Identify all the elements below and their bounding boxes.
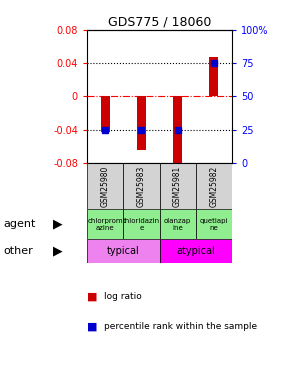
Bar [196, 163, 232, 209]
Text: thioridazin
e: thioridazin e [123, 218, 160, 231]
Text: GSM25982: GSM25982 [209, 165, 218, 207]
Bar [123, 163, 160, 209]
Text: agent: agent [3, 219, 35, 229]
Text: typical: typical [107, 246, 139, 256]
Bar [160, 163, 196, 209]
Bar [87, 239, 160, 262]
Text: ▶: ▶ [53, 244, 63, 257]
Text: percentile rank within the sample: percentile rank within the sample [104, 322, 258, 331]
Text: ■: ■ [87, 321, 97, 331]
Text: quetiapi
ne: quetiapi ne [200, 218, 228, 231]
Text: GSM25981: GSM25981 [173, 165, 182, 207]
Text: log ratio: log ratio [104, 292, 142, 301]
Text: GSM25983: GSM25983 [137, 165, 146, 207]
Text: olanzap
ine: olanzap ine [164, 218, 191, 231]
Text: ▶: ▶ [53, 218, 63, 231]
Title: GDS775 / 18060: GDS775 / 18060 [108, 16, 211, 29]
Bar [101, 96, 110, 132]
Text: other: other [3, 246, 33, 256]
Text: ■: ■ [87, 291, 97, 301]
Bar [160, 239, 232, 262]
Bar [160, 209, 196, 239]
Text: chlorprom
azine: chlorprom azine [87, 218, 123, 231]
Bar [87, 163, 123, 209]
Text: atypical: atypical [176, 246, 215, 256]
Bar [173, 96, 182, 167]
Bar [137, 96, 146, 150]
Bar [209, 57, 218, 96]
Bar [196, 209, 232, 239]
Bar [87, 209, 123, 239]
Bar [123, 209, 160, 239]
Text: GSM25980: GSM25980 [101, 165, 110, 207]
